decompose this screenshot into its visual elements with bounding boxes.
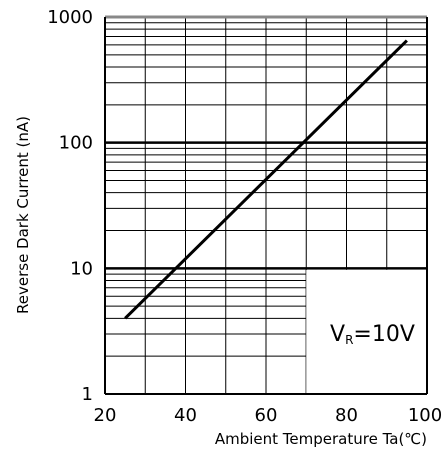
series-group (124, 39, 408, 320)
y-tick-label: 10 (70, 258, 93, 279)
x-tick-label: 100 (408, 405, 442, 426)
x-tick-labels: 20 40 60 80 100 (94, 405, 443, 426)
x-tick-label: 40 (174, 405, 197, 426)
x-axis-label: Ambient Temperature Ta(℃) (215, 430, 427, 448)
y-tick-labels: 1 10 100 1000 (47, 7, 93, 405)
vr-annotation-v: V (330, 322, 345, 347)
x-tick-label: 80 (335, 405, 358, 426)
y-axis-label: Reverse Dark Current (nA) (14, 116, 32, 314)
plot-frame (104, 15, 428, 395)
y-tick-label: 1 (82, 384, 93, 405)
annotation-box (306, 269, 426, 394)
vr-annotation: VR=10V (330, 322, 415, 347)
vr-annotation-value: =10V (353, 322, 414, 347)
x-tick-label: 20 (94, 405, 117, 426)
dark-current-line (124, 39, 408, 320)
x-tick-label: 60 (255, 405, 278, 426)
y-tick-label: 100 (59, 133, 93, 154)
y-tick-label: 1000 (47, 7, 93, 28)
vr-annotation-subscript: R (345, 333, 353, 347)
